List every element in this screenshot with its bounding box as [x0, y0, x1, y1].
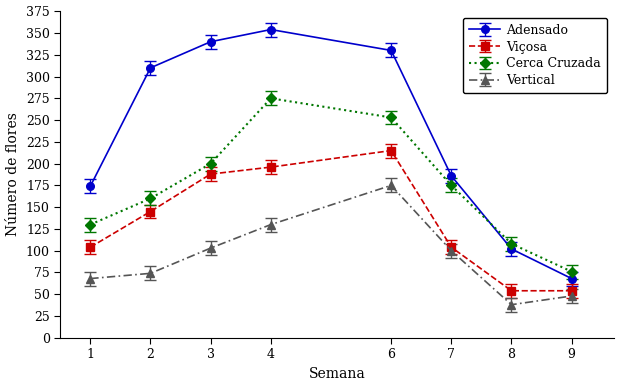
Y-axis label: Número de flores: Número de flores: [6, 113, 20, 236]
X-axis label: Semana: Semana: [309, 367, 365, 381]
Legend: Adensado, Viçosa, Cerca Cruzada, Vertical: Adensado, Viçosa, Cerca Cruzada, Vertica…: [463, 17, 608, 93]
